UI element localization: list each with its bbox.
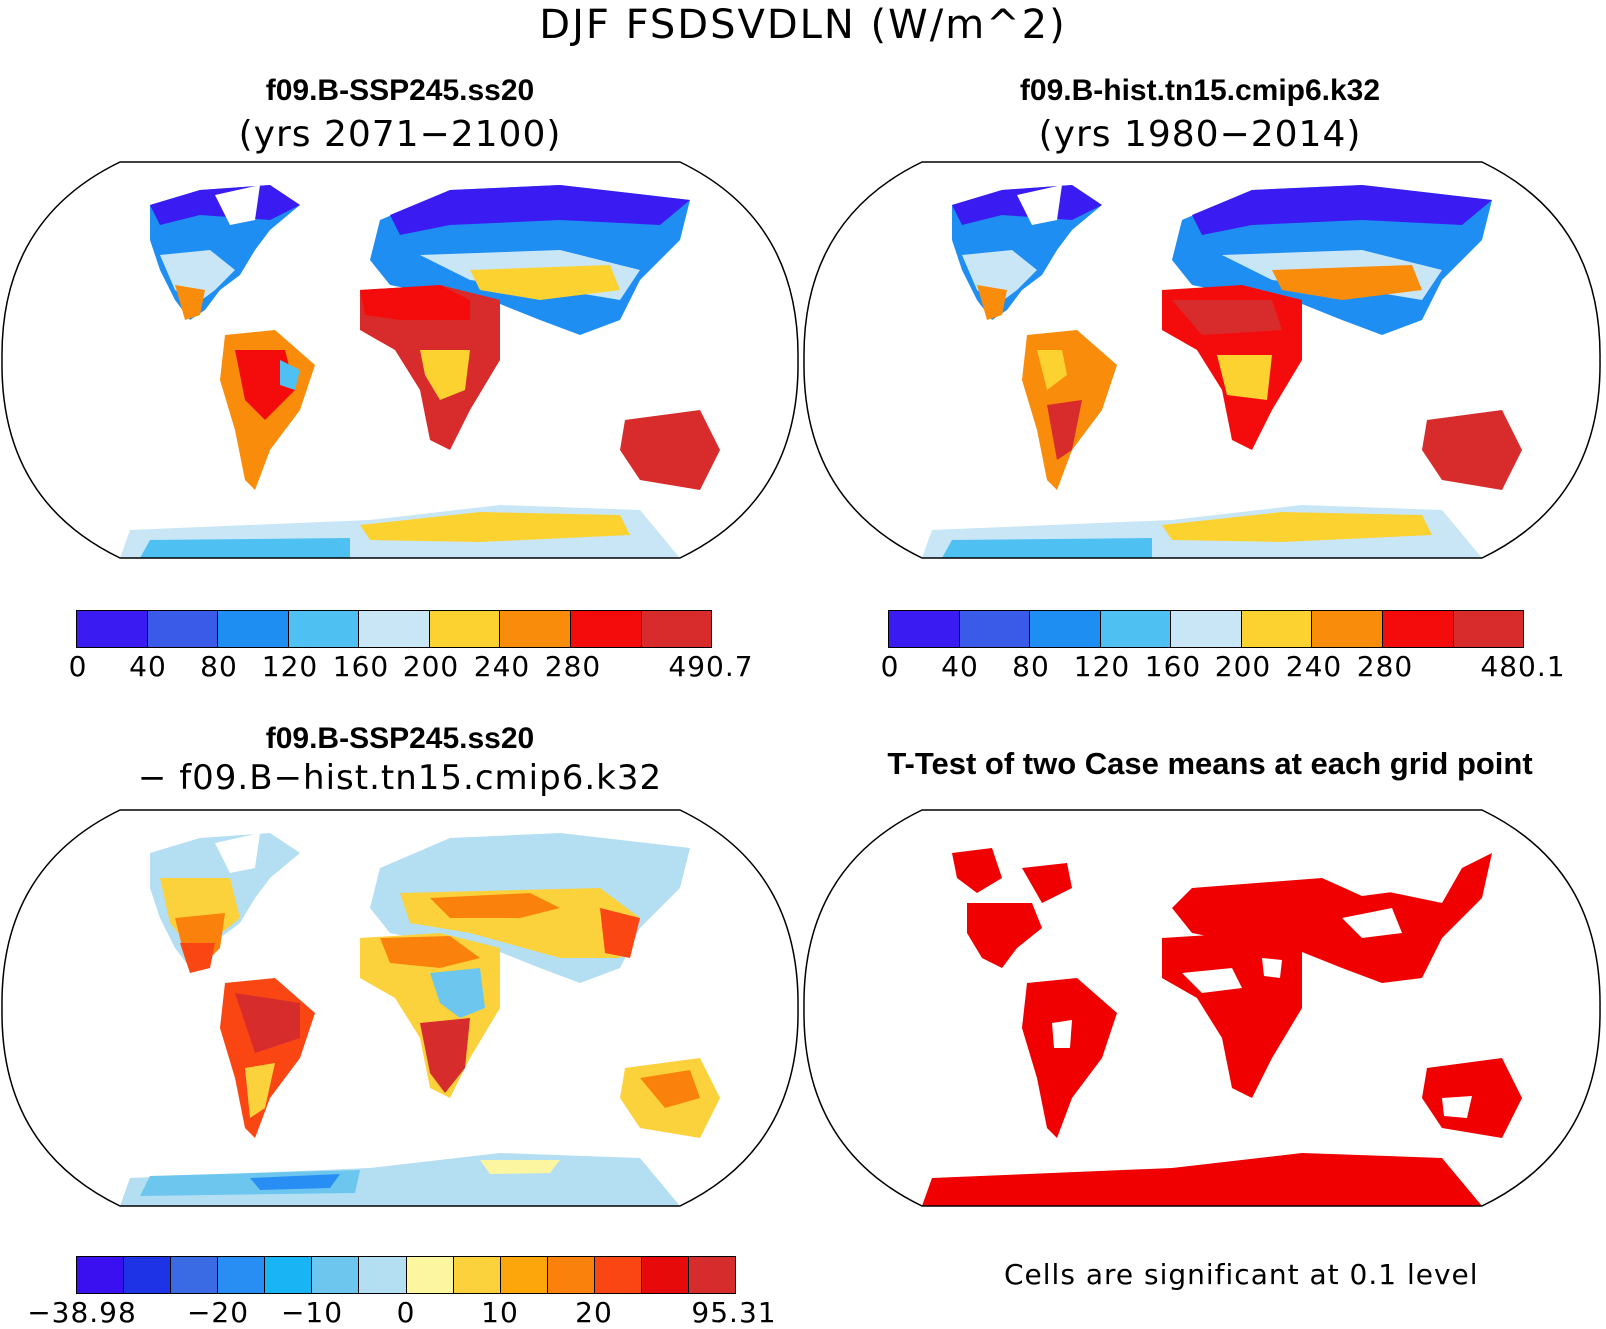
colorbar-bottom-left-tick-5: 20 xyxy=(575,1296,613,1329)
colorbar-top-right-swatch-8 xyxy=(1453,611,1524,647)
colorbar-top-right-swatch-0 xyxy=(889,611,960,647)
colorbar-top-left-tick-4: 160 xyxy=(332,650,390,683)
colorbar-top-left-swatch-7 xyxy=(570,611,642,647)
figure-title: DJF FSDSVDLN (W/m^2) xyxy=(539,2,1067,48)
colorbar-top-left-tick-1: 40 xyxy=(129,650,167,683)
australia-shape xyxy=(620,410,720,490)
significance-note: Cells are significant at 0.1 level xyxy=(1004,1258,1479,1291)
colorbar-bottom-left-tick-3: 0 xyxy=(396,1296,416,1329)
colorbar-bottom-left-swatch-3 xyxy=(218,1257,266,1293)
colorbar-bottom-left-swatch-6 xyxy=(359,1257,407,1293)
colorbar-bottom-left-tick-0: −38.98 xyxy=(27,1296,137,1329)
colorbar-top-left-tick-8: 490.7 xyxy=(668,650,754,683)
colorbar-top-left-swatch-2 xyxy=(218,611,289,647)
colorbar-bottom-left-tick-4: 10 xyxy=(481,1296,519,1329)
colorbar-top-left-swatch-3 xyxy=(288,611,360,647)
colorbar-bottom-left-swatch-10 xyxy=(547,1257,595,1293)
colorbar-bottom-left-tick-2: −10 xyxy=(280,1296,344,1329)
colorbar-top-right-swatch-3 xyxy=(1100,611,1172,647)
colorbar-top-right-swatch-4 xyxy=(1171,611,1242,647)
colorbar-bottom-left-swatch-5 xyxy=(312,1257,360,1293)
panel-top-right-subtitle: (yrs 1980−2014) xyxy=(1038,114,1362,155)
colorbar-top-right-tick-5: 200 xyxy=(1214,650,1272,683)
colorbar-top-right xyxy=(888,610,1524,648)
colorbar-top-left-swatch-6 xyxy=(500,611,571,647)
colorbar-bottom-left-tick-1: −20 xyxy=(186,1296,250,1329)
colorbar-bottom-left-swatch-11 xyxy=(594,1257,642,1293)
colorbar-top-left-tick-7: 280 xyxy=(544,650,602,683)
colorbar-top-right-tick-8: 480.1 xyxy=(1480,650,1566,683)
colorbar-top-left-swatch-5 xyxy=(429,611,501,647)
colorbar-bottom-left-swatch-0 xyxy=(77,1257,125,1293)
colorbar-top-left-tick-2: 80 xyxy=(200,650,238,683)
panel-bottom-right-title: T-Test of two Case means at each grid po… xyxy=(887,746,1533,781)
colorbar-bottom-left-swatch-4 xyxy=(265,1257,313,1293)
map-bottom-right xyxy=(803,809,1601,1207)
greenland-shape xyxy=(215,185,260,225)
colorbar-top-right-swatch-2 xyxy=(1030,611,1101,647)
colorbar-top-right-tick-2: 80 xyxy=(1012,650,1050,683)
colorbar-top-left-tick-5: 200 xyxy=(402,650,460,683)
colorbar-bottom-left-swatch-13 xyxy=(689,1257,736,1293)
colorbar-bottom-left-swatch-9 xyxy=(500,1257,548,1293)
colorbar-bottom-left-swatch-8 xyxy=(453,1257,501,1293)
colorbar-top-right-tick-4: 160 xyxy=(1144,650,1202,683)
colorbar-top-right-tick-1: 40 xyxy=(941,650,979,683)
colorbar-top-right-swatch-5 xyxy=(1241,611,1313,647)
colorbar-top-left-tick-6: 240 xyxy=(473,650,531,683)
colorbar-top-left-swatch-1 xyxy=(147,611,219,647)
colorbar-top-right-swatch-1 xyxy=(959,611,1031,647)
panel-top-left-subtitle: (yrs 2071−2100) xyxy=(238,114,562,155)
colorbar-top-right-tick-3: 120 xyxy=(1073,650,1131,683)
panel-bottom-left-subtitle: − f09.B−hist.tn15.cmip6.k32 xyxy=(137,758,663,798)
map-top-right xyxy=(803,161,1601,559)
colorbar-top-left-swatch-8 xyxy=(641,611,712,647)
panel-top-right-title: f09.B-hist.tn15.cmip6.k32 xyxy=(1019,74,1381,107)
colorbar-bottom-left-swatch-2 xyxy=(171,1257,219,1293)
colorbar-bottom-left xyxy=(76,1256,736,1294)
colorbar-bottom-left-swatch-1 xyxy=(124,1257,172,1293)
map-bottom-left xyxy=(1,809,799,1207)
colorbar-top-left xyxy=(76,610,712,648)
colorbar-top-right-tick-0: 0 xyxy=(880,650,900,683)
colorbar-top-right-tick-7: 280 xyxy=(1356,650,1414,683)
colorbar-top-right-tick-6: 240 xyxy=(1285,650,1343,683)
colorbar-bottom-left-swatch-7 xyxy=(406,1257,454,1293)
panel-bottom-left-title: f09.B-SSP245.ss20 xyxy=(265,722,535,755)
colorbar-bottom-left-swatch-12 xyxy=(641,1257,690,1293)
colorbar-bottom-left-tick-6: 95.31 xyxy=(691,1296,777,1329)
colorbar-top-left-swatch-0 xyxy=(77,611,148,647)
colorbar-top-left-swatch-4 xyxy=(359,611,430,647)
colorbar-top-right-swatch-6 xyxy=(1312,611,1383,647)
colorbar-top-left-tick-3: 120 xyxy=(261,650,319,683)
colorbar-top-right-swatch-7 xyxy=(1382,611,1454,647)
colorbar-top-left-tick-0: 0 xyxy=(68,650,88,683)
map-top-left xyxy=(1,161,799,559)
panel-top-left-title: f09.B-SSP245.ss20 xyxy=(265,74,535,107)
